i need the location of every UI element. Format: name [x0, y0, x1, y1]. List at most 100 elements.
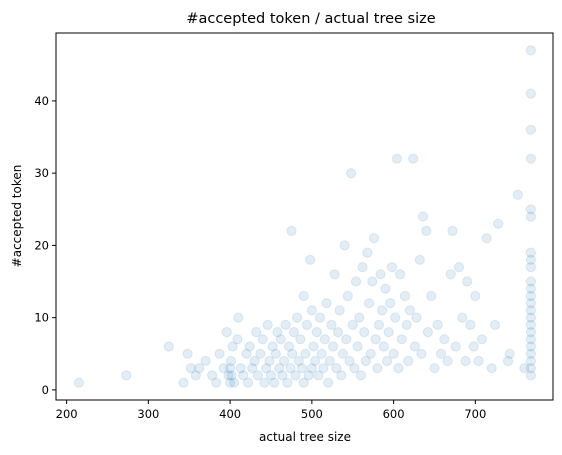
x-tick-label: 200 [56, 407, 78, 421]
data-point [226, 370, 237, 381]
x-tick-label: 500 [301, 407, 323, 421]
data-point [396, 334, 407, 345]
data-point [244, 341, 255, 352]
data-point [367, 276, 378, 287]
data-point [280, 319, 291, 330]
data-point [350, 276, 362, 287]
data-point [383, 327, 394, 338]
data-point [257, 334, 268, 345]
data-point [403, 355, 414, 367]
y-axis-label: #accepted token [10, 165, 24, 268]
data-point [525, 262, 537, 273]
data-point [393, 363, 404, 374]
data-point [404, 305, 415, 316]
data-point [306, 363, 317, 374]
data-point [525, 341, 537, 352]
data-point [279, 355, 290, 367]
data-point [255, 348, 266, 359]
data-point [178, 377, 189, 388]
data-point [386, 262, 398, 273]
data-point [267, 341, 278, 352]
data-point [399, 290, 411, 302]
data-point [368, 233, 380, 244]
data-point [502, 355, 514, 367]
data-point [355, 370, 366, 381]
data-point [334, 305, 345, 316]
data-point [512, 189, 524, 200]
data-point [341, 334, 352, 345]
data-point [121, 370, 132, 381]
data-point [426, 290, 437, 302]
data-point [460, 355, 471, 367]
x-tick-label: 300 [137, 407, 159, 421]
data-point [225, 377, 236, 388]
data-point [298, 377, 309, 388]
data-point [301, 319, 313, 330]
data-point [365, 348, 376, 359]
data-point [525, 211, 537, 222]
y-axis-ticks: 0 10 20 30 40 [34, 94, 56, 397]
data-point [218, 363, 229, 374]
data-point [269, 377, 280, 388]
data-point [373, 319, 384, 330]
data-point [422, 327, 433, 338]
data-point [235, 363, 246, 374]
data-point [200, 355, 211, 367]
data-point [264, 355, 275, 367]
data-point [525, 305, 537, 316]
data-point [190, 370, 201, 381]
data-point [227, 341, 238, 352]
data-point [247, 363, 258, 374]
data-point [525, 283, 537, 294]
data-point [432, 319, 443, 330]
data-point [493, 218, 504, 229]
x-tick-label: 400 [219, 407, 241, 421]
data-point [486, 363, 497, 374]
data-point [442, 355, 453, 367]
data-point [525, 319, 537, 330]
data-point [323, 377, 334, 388]
data-point [401, 319, 412, 330]
data-point [525, 124, 537, 135]
data-point [329, 269, 340, 280]
data-point [249, 355, 260, 367]
data-point [395, 269, 406, 280]
data-point [380, 283, 391, 294]
data-point [525, 298, 537, 309]
data-point [277, 370, 288, 381]
data-point [241, 348, 252, 359]
data-point [221, 327, 232, 338]
data-point [429, 363, 440, 374]
data-point [310, 355, 321, 367]
data-point [73, 377, 85, 388]
data-point [375, 269, 386, 280]
x-axis-ticks: 200 300 400 500 600 700 [56, 400, 486, 421]
data-point [225, 355, 236, 367]
data-point [232, 334, 243, 345]
data-point [470, 290, 481, 302]
plot-frame [55, 32, 554, 401]
data-point [439, 334, 450, 345]
data-point [525, 355, 537, 367]
data-point [328, 341, 339, 352]
data-point [233, 312, 244, 323]
data-point [468, 341, 479, 352]
data-point [290, 370, 301, 381]
data-point [417, 211, 429, 222]
data-point [450, 341, 461, 352]
data-point [326, 319, 337, 330]
data-point [354, 312, 365, 323]
data-point [504, 348, 515, 359]
data-point [364, 298, 375, 309]
data-point [408, 153, 419, 164]
data-point [229, 377, 240, 388]
data-point [476, 334, 487, 345]
data-point [525, 247, 537, 258]
data-point [207, 370, 218, 381]
data-point [481, 233, 492, 244]
data-point [362, 247, 373, 258]
data-point [525, 312, 537, 323]
data-point [182, 348, 193, 359]
data-point [370, 334, 381, 345]
